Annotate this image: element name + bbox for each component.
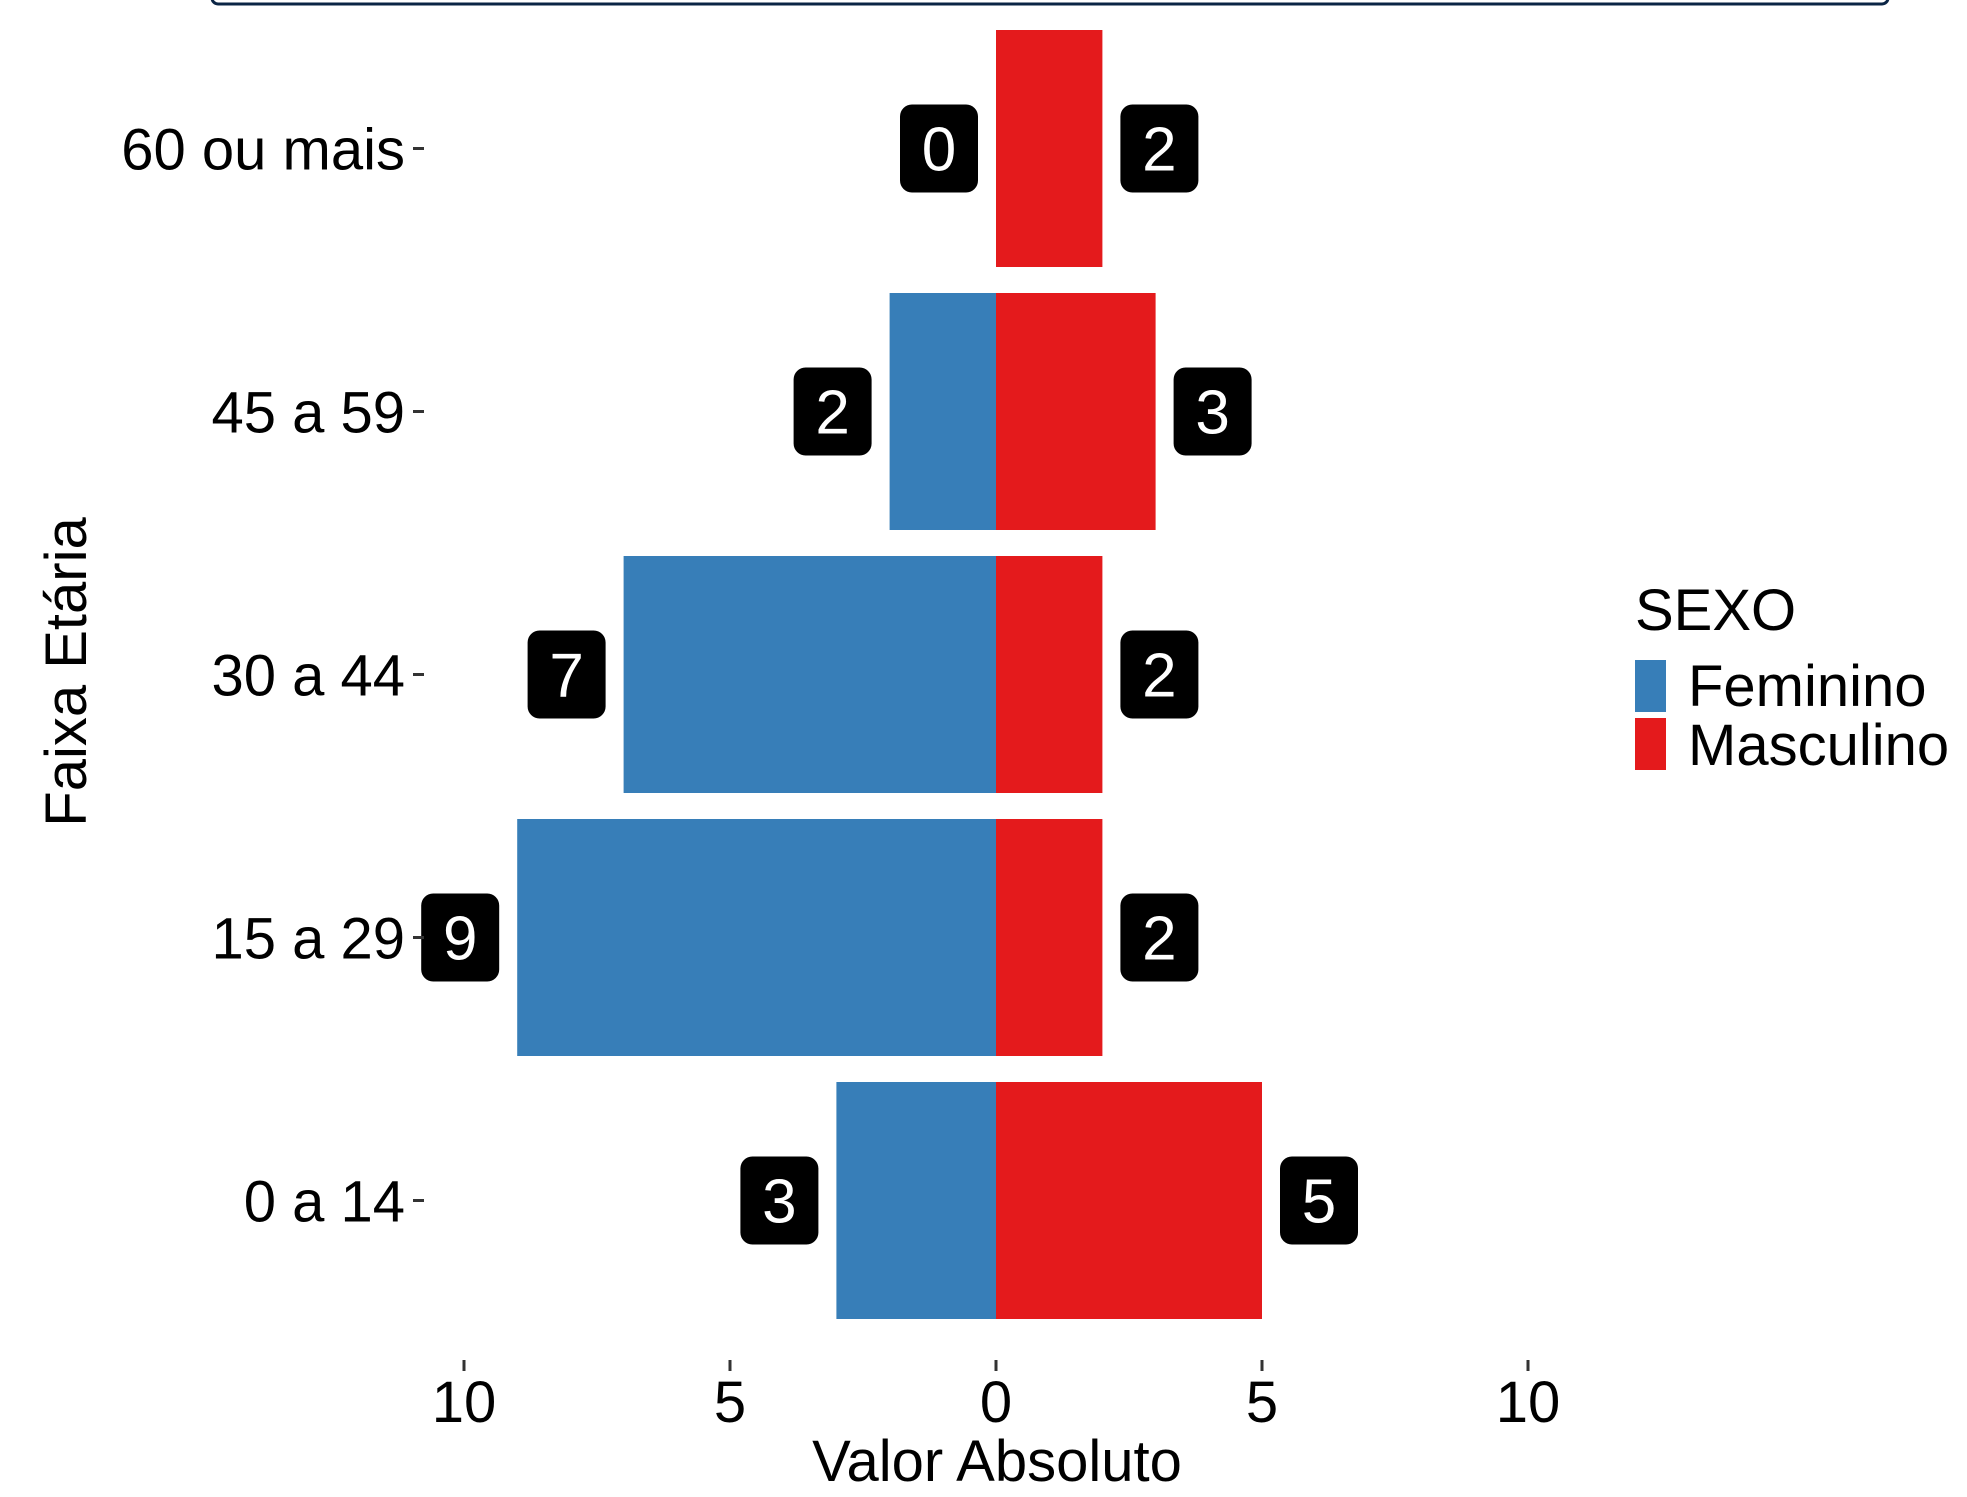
bar-masculino-0-a-14: [996, 1082, 1262, 1319]
legend-key-feminino: [1635, 660, 1666, 712]
data-label-box-masculino-45-a-59: [1173, 367, 1252, 456]
data-label-masculino-15-a-29: 2: [1142, 905, 1176, 974]
data-label-box-feminino-0-a-14: [740, 1156, 819, 1245]
x-tick-label-10: 10: [1496, 1370, 1561, 1435]
data-label-box-masculino-30-a-44: [1120, 630, 1199, 719]
data-label-box-masculino-15-a-29: [1120, 893, 1199, 982]
legend-title: SEXO: [1635, 578, 1796, 643]
legend-key-masculino: [1635, 718, 1666, 770]
data-label-box-feminino-30-a-44: [527, 630, 606, 719]
x-tick-label-neg5: 5: [714, 1370, 746, 1435]
data-label-feminino-0-a-14: 3: [762, 1168, 796, 1237]
x-axis-title: Valor Absoluto: [812, 1429, 1182, 1494]
data-label-box-masculino-60-ou-mais: [1120, 104, 1199, 193]
bar-feminino-0-a-14: [836, 1082, 996, 1319]
bar-feminino-45-a-59: [889, 293, 996, 530]
x-axis: 10 5 0 5 10: [432, 1360, 1561, 1435]
y-tick-label-30-a-44: 30 a 44: [211, 644, 405, 709]
data-label-masculino-45-a-59: 3: [1195, 379, 1229, 448]
legend-label-feminino: Feminino: [1688, 654, 1927, 719]
y-tick-label-0-a-14: 0 a 14: [244, 1170, 405, 1235]
bar-masculino-30-a-44: [996, 556, 1103, 793]
data-label-box-feminino-45-a-59: [793, 367, 872, 456]
y-axis: 60 ou mais 45 a 59 30 a 44 15 a 29 0 a 14: [121, 118, 424, 1235]
bars-layer: [517, 30, 1262, 1319]
x-tick-label-0: 0: [980, 1370, 1012, 1435]
y-axis-title: Faixa Etária: [34, 517, 99, 827]
data-label-masculino-30-a-44: 2: [1142, 642, 1176, 711]
data-label-masculino-60-ou-mais: 2: [1142, 116, 1176, 185]
data-label-box-feminino-15-a-29: [421, 893, 500, 982]
data-label-box-feminino-60-ou-mais: [900, 104, 978, 193]
data-label-feminino-30-a-44: 7: [549, 642, 583, 711]
top-panel-edge: [210, 0, 1890, 6]
bar-masculino-15-a-29: [996, 819, 1103, 1056]
bar-masculino-45-a-59: [996, 293, 1156, 530]
x-tick-label-5: 5: [1246, 1370, 1278, 1435]
y-tick-label-15-a-29: 15 a 29: [211, 907, 405, 972]
data-label-box-masculino-0-a-14: [1280, 1156, 1358, 1245]
x-tick-label-neg10: 10: [432, 1370, 497, 1435]
data-label-feminino-15-a-29: 9: [443, 905, 477, 974]
bar-feminino-30-a-44: [623, 556, 996, 793]
legend-label-masculino: Masculino: [1688, 713, 1949, 778]
bar-masculino-60-ou-mais: [996, 30, 1103, 267]
data-labels-layer: 0 2 2 3 7 2 9 2 3 5: [421, 104, 1358, 1245]
y-tick-label-60-ou-mais: 60 ou mais: [121, 118, 405, 183]
data-label-feminino-60-ou-mais: 0: [922, 116, 956, 185]
data-label-masculino-0-a-14: 5: [1302, 1168, 1336, 1237]
legend: SEXO Feminino Masculino: [1635, 578, 1949, 778]
y-tick-label-45-a-59: 45 a 59: [211, 381, 405, 446]
data-label-feminino-45-a-59: 2: [815, 379, 849, 448]
bar-feminino-15-a-29: [517, 819, 996, 1056]
